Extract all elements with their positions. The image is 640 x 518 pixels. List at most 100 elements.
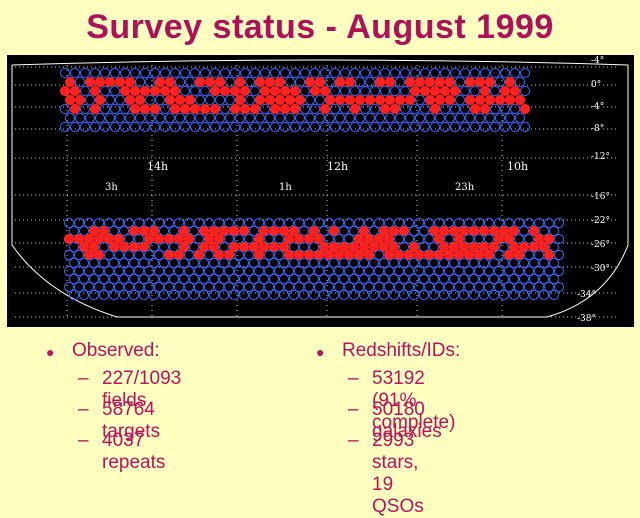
- observed-field: [373, 233, 385, 245]
- pending-field: [249, 121, 261, 133]
- observed-field: [249, 103, 261, 115]
- pending-field: [213, 217, 225, 229]
- pending-field: [509, 103, 521, 115]
- pending-field: [453, 281, 465, 293]
- dash-icon: –: [348, 368, 359, 389]
- pending-field: [329, 85, 341, 97]
- observed-field: [333, 249, 345, 261]
- observed-field: [313, 249, 325, 261]
- dec-label: -8°: [591, 124, 604, 134]
- pending-field: [423, 217, 435, 229]
- pending-field: [123, 233, 135, 245]
- pending-field: [353, 217, 365, 229]
- observed-field: [69, 85, 81, 97]
- pending-field: [379, 67, 391, 79]
- pending-field: [348, 225, 360, 237]
- pending-field: [499, 67, 511, 79]
- pending-field: [314, 112, 326, 124]
- pending-field: [183, 217, 195, 229]
- pending-field: [418, 289, 430, 301]
- observed-field: [434, 76, 446, 88]
- pending-field: [149, 67, 161, 79]
- pending-field: [303, 217, 315, 229]
- observed-field: [239, 103, 251, 115]
- observed-field: [198, 241, 210, 253]
- observed-field: [229, 85, 241, 97]
- pending-field: [304, 94, 316, 106]
- pending-field: [109, 121, 121, 133]
- pending-field: [299, 85, 311, 97]
- pending-field: [438, 273, 450, 285]
- observed-field: [179, 103, 191, 115]
- dec-label: -38°: [577, 314, 596, 324]
- pending-field: [308, 273, 320, 285]
- observed-field: [218, 225, 230, 237]
- pending-field: [99, 67, 111, 79]
- observed-field: [464, 76, 476, 88]
- observed-field: [518, 241, 530, 253]
- pending-field: [259, 67, 271, 79]
- pending-field: [294, 112, 306, 124]
- pending-field: [159, 103, 171, 115]
- pending-field: [259, 121, 271, 133]
- pending-field: [284, 76, 296, 88]
- observed-field: [268, 225, 280, 237]
- pending-field: [138, 257, 150, 269]
- pending-field: [343, 233, 355, 245]
- pending-field: [134, 112, 146, 124]
- pending-field: [113, 249, 125, 261]
- pending-field: [183, 265, 195, 277]
- pending-field: [338, 225, 350, 237]
- observed-field: [314, 76, 326, 88]
- pending-field: [119, 121, 131, 133]
- pending-field: [429, 121, 441, 133]
- pending-field: [428, 257, 440, 269]
- pending-field: [333, 281, 345, 293]
- pending-field: [248, 273, 260, 285]
- pending-field: [79, 85, 91, 97]
- observed-field: [234, 76, 246, 88]
- pending-field: [188, 225, 200, 237]
- pending-field: [128, 273, 140, 285]
- observed-field: [293, 233, 305, 245]
- pending-field: [354, 112, 366, 124]
- observed-field: [164, 94, 176, 106]
- observed-field: [118, 241, 130, 253]
- pending-field: [233, 265, 245, 277]
- pending-field: [139, 67, 151, 79]
- pending-field: [518, 257, 530, 269]
- pending-field: [109, 67, 121, 79]
- pending-field: [63, 281, 75, 293]
- pending-field: [113, 217, 125, 229]
- observed-field: [439, 85, 451, 97]
- pending-field: [273, 265, 285, 277]
- pending-field: [553, 217, 565, 229]
- pending-field: [153, 249, 165, 261]
- pending-field: [454, 76, 466, 88]
- pending-field: [408, 257, 420, 269]
- pending-field: [108, 225, 120, 237]
- pending-field: [374, 112, 386, 124]
- observed-field: [378, 225, 390, 237]
- observed-field: [89, 85, 101, 97]
- observed-field: [283, 233, 295, 245]
- observed-field: [189, 103, 201, 115]
- pending-field: [258, 289, 270, 301]
- observed-field: [173, 249, 185, 261]
- pending-field: [323, 233, 335, 245]
- observed-field: [498, 225, 510, 237]
- pending-field: [288, 257, 300, 269]
- observed-field: [163, 233, 175, 245]
- pending-field: [198, 257, 210, 269]
- observed-field: [194, 76, 206, 88]
- pending-field: [199, 67, 211, 79]
- pending-field: [218, 241, 230, 253]
- observed-field: [463, 249, 475, 261]
- pending-field: [488, 273, 500, 285]
- pending-field: [533, 265, 545, 277]
- observed-field: [278, 225, 290, 237]
- observed-field: [394, 94, 406, 106]
- pending-field: [308, 241, 320, 253]
- pending-field: [153, 217, 165, 229]
- pending-field: [428, 241, 440, 253]
